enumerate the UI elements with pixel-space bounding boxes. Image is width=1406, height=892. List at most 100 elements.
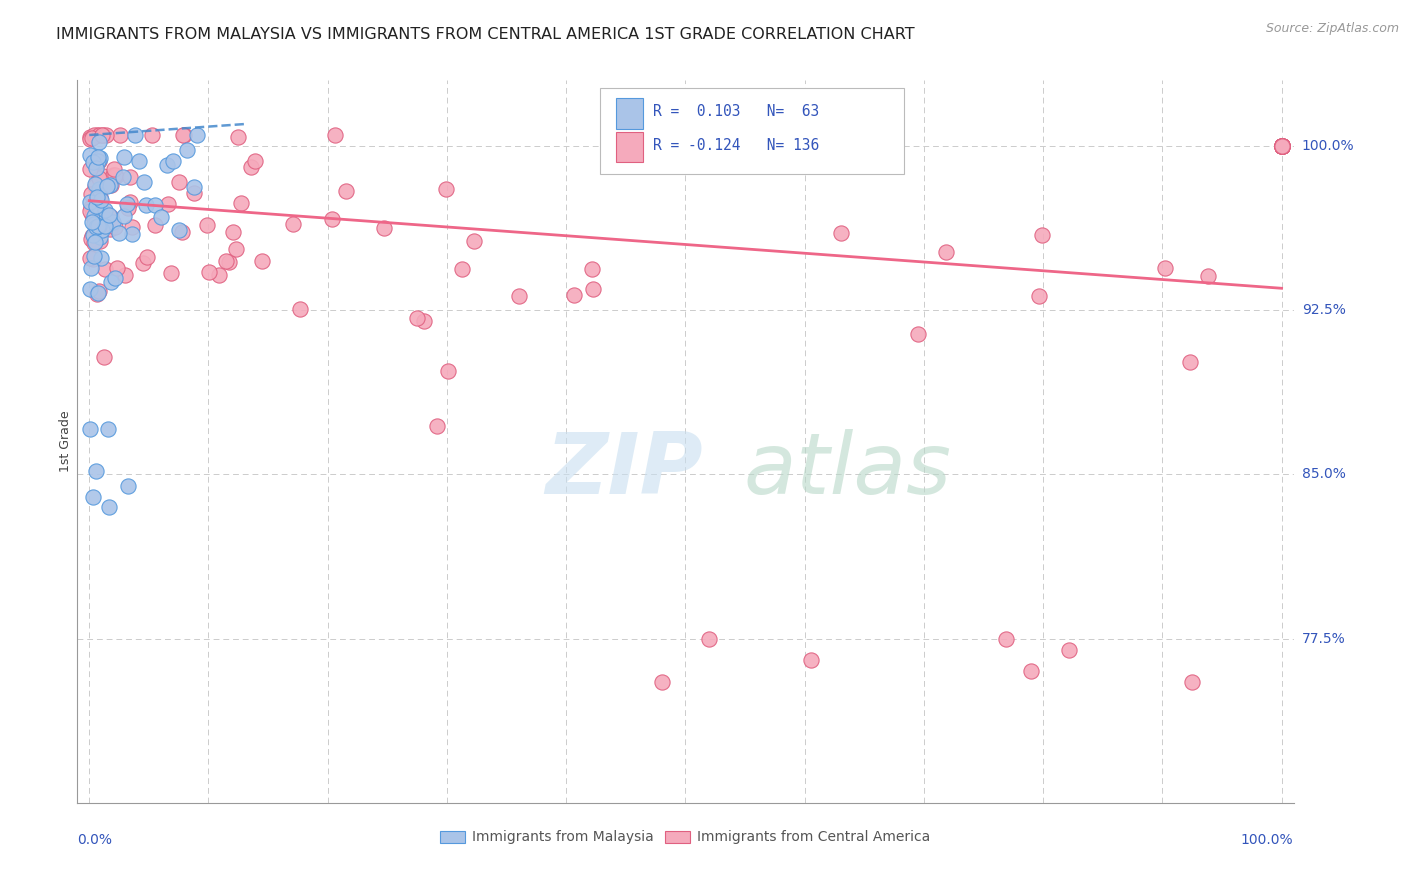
Point xyxy=(101,168,124,182)
Point xyxy=(290,302,312,317)
Text: 85.0%: 85.0% xyxy=(1302,467,1346,482)
Point xyxy=(104,168,127,182)
Point xyxy=(250,254,273,268)
Point xyxy=(112,170,135,185)
Point xyxy=(90,211,112,225)
Point xyxy=(82,491,104,505)
Point xyxy=(434,182,457,196)
Point xyxy=(1197,269,1219,284)
Point xyxy=(239,160,262,174)
Text: 100.0%: 100.0% xyxy=(1241,833,1294,847)
Point xyxy=(173,128,195,142)
Point xyxy=(221,226,243,240)
Point xyxy=(93,205,115,219)
Text: 100.0%: 100.0% xyxy=(1302,139,1354,153)
Point xyxy=(79,161,101,176)
Point xyxy=(80,228,103,243)
Point xyxy=(167,175,190,189)
Point xyxy=(1271,139,1294,153)
Point xyxy=(143,198,166,212)
FancyBboxPatch shape xyxy=(616,132,643,162)
Point xyxy=(79,132,101,146)
Point xyxy=(80,232,103,246)
Point xyxy=(82,154,104,169)
Point xyxy=(1271,139,1294,153)
Point xyxy=(79,203,101,218)
Point xyxy=(581,262,603,277)
Point xyxy=(195,218,218,232)
Point xyxy=(1271,139,1294,153)
Point xyxy=(412,313,434,327)
Point xyxy=(935,245,957,260)
Point xyxy=(98,500,121,514)
Point xyxy=(84,204,107,219)
Point xyxy=(80,186,103,201)
Point xyxy=(104,271,127,285)
Point xyxy=(159,266,181,280)
Point xyxy=(167,223,190,237)
Point xyxy=(87,154,110,169)
Point xyxy=(1271,139,1294,153)
Point xyxy=(132,256,155,270)
Point xyxy=(87,151,110,165)
Point xyxy=(94,202,117,217)
Point xyxy=(1271,139,1294,153)
Point xyxy=(1057,642,1080,657)
Text: ZIP: ZIP xyxy=(546,429,703,512)
Point xyxy=(84,235,107,250)
Point xyxy=(117,479,139,493)
Point xyxy=(1178,355,1201,369)
Point xyxy=(141,128,163,142)
Point xyxy=(281,217,304,231)
Point xyxy=(82,208,104,222)
Point xyxy=(1271,139,1294,153)
Point xyxy=(94,211,117,226)
Point xyxy=(100,210,122,224)
Point xyxy=(451,261,474,276)
Point xyxy=(84,199,107,213)
Point xyxy=(114,268,136,282)
Point xyxy=(93,350,115,364)
Text: atlas: atlas xyxy=(744,429,952,512)
FancyBboxPatch shape xyxy=(600,87,904,174)
Point xyxy=(118,170,141,185)
Point xyxy=(91,223,114,237)
Point xyxy=(89,151,111,165)
Point xyxy=(91,128,114,142)
Text: Source: ZipAtlas.com: Source: ZipAtlas.com xyxy=(1265,22,1399,36)
Y-axis label: 1st Grade: 1st Grade xyxy=(59,410,72,473)
Point xyxy=(89,128,111,142)
Point xyxy=(321,211,343,226)
Point xyxy=(86,287,108,301)
Point xyxy=(1031,228,1053,243)
Point xyxy=(118,195,141,210)
Point xyxy=(1271,139,1294,153)
Point xyxy=(83,249,105,263)
Point xyxy=(89,200,111,214)
FancyBboxPatch shape xyxy=(616,98,643,128)
Point xyxy=(90,251,112,265)
Point xyxy=(79,251,101,265)
Point xyxy=(1271,139,1294,153)
Point xyxy=(94,128,117,142)
Point xyxy=(1180,675,1202,690)
Point xyxy=(143,218,166,232)
Point xyxy=(1271,139,1294,153)
Point xyxy=(80,260,103,275)
Point xyxy=(108,128,131,142)
Point xyxy=(172,128,194,142)
Point xyxy=(84,178,107,193)
Point xyxy=(87,170,110,185)
Point xyxy=(1271,139,1294,153)
Point xyxy=(1271,139,1294,153)
Point xyxy=(87,181,110,195)
Point xyxy=(87,219,110,233)
Point xyxy=(83,128,105,142)
Point xyxy=(170,225,193,239)
Point xyxy=(97,422,120,436)
Point xyxy=(87,153,110,168)
Point xyxy=(83,217,105,231)
Point xyxy=(90,193,112,207)
Point xyxy=(84,219,107,234)
Point xyxy=(87,284,110,298)
